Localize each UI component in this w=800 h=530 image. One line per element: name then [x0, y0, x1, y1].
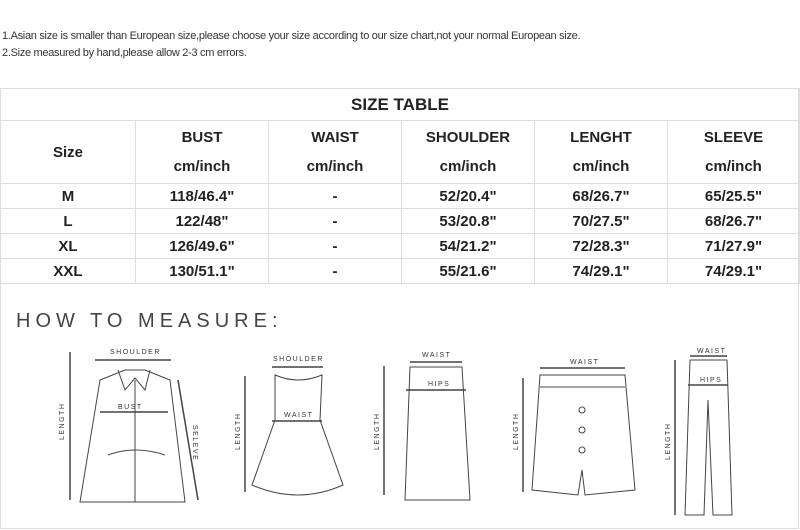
- cell: 74/29.1": [667, 258, 800, 284]
- cell: -: [268, 233, 402, 259]
- table-row: XXL 130/51.1" -55/21.6" 74/29.1" 74/29.1": [0, 258, 800, 284]
- label-hips: HIPS: [428, 381, 450, 388]
- header-length: LENGHT cm/inch: [534, 120, 668, 184]
- label-waist: WAIST: [570, 359, 599, 366]
- cell: 118/46.4": [135, 183, 269, 209]
- cell: 72/28.3": [534, 233, 668, 259]
- cell: -: [268, 183, 402, 209]
- header-unit: cm/inch: [705, 158, 762, 175]
- table-row: M 118/46.4" -52/20.4" 68/26.7" 65/25.5": [0, 183, 800, 209]
- measure-illustrations: SHOULDER BUST LENGTH SELEVE SHOULDER WAI…: [59, 348, 733, 516]
- cell: 70/27.5": [534, 208, 668, 234]
- cell: 65/25.5": [667, 183, 800, 209]
- how-to-measure-title: HOW TO MEASURE:: [16, 310, 283, 332]
- table-row: L 122/48" -53/20.8" 70/27.5" 68/26.7": [0, 208, 800, 234]
- cell: 54/21.2": [401, 233, 535, 259]
- header-label: WAIST: [311, 129, 359, 146]
- label-shoulder: SHOULDER: [273, 356, 324, 363]
- label-length: LENGTH: [235, 413, 242, 450]
- label-sleeve: SELEVE: [191, 425, 198, 461]
- label-length: LENGTH: [513, 413, 520, 450]
- header-row: Size BUST cm/inch WAIST cm/inch SHOULDER cm…: [0, 120, 800, 184]
- jacket-illustration: SHOULDER BUST LENGTH SELEVE: [59, 349, 199, 503]
- cell: 126/49.6": [135, 233, 269, 259]
- table-row: XL 126/49.6" -54/21.2" 72/28.3" 71/27.9": [0, 233, 800, 259]
- table-title: SIZE TABLE: [0, 88, 800, 121]
- header-size-label: Size: [52, 143, 83, 161]
- label-length: LENGTH: [59, 403, 66, 440]
- label-waist: WAIST: [284, 412, 313, 419]
- size-table: SIZE TABLE Size BUST cm/inch WAIST cm/inch…: [0, 88, 800, 284]
- label-length: LENGTH: [374, 413, 381, 450]
- skirt-illustration: WAIST HIPS LENGTH: [374, 352, 471, 501]
- cell: L: [0, 208, 136, 234]
- cell: -: [268, 258, 402, 284]
- header-waist: WAIST cm/inch: [268, 120, 402, 184]
- dress-illustration: SHOULDER WAIST LENGTH: [235, 356, 344, 496]
- cell: 55/21.6": [401, 258, 535, 284]
- header-size: Size: [0, 120, 136, 184]
- header-unit: cm/inch: [439, 158, 497, 175]
- cell: 53/20.8": [401, 208, 535, 234]
- label-bust: BUST: [118, 404, 143, 411]
- cell: XXL: [0, 258, 136, 284]
- cell: 74/29.1": [534, 258, 668, 284]
- label-waist: WAIST: [697, 348, 726, 355]
- header-label: SLEEVE: [703, 129, 764, 146]
- header-unit: cm/inch: [173, 158, 231, 175]
- label-waist: WAIST: [422, 352, 451, 359]
- cell: 68/26.7": [534, 183, 668, 209]
- note-2: 2.Size measured by hand,please allow 2-3…: [2, 47, 247, 59]
- cell: -: [268, 208, 402, 234]
- notes: 1.Asian size is smaller than European si…: [2, 28, 581, 62]
- cell: 71/27.9": [667, 233, 800, 259]
- header-unit: cm/inch: [572, 158, 630, 175]
- label-hips: HIPS: [700, 377, 722, 384]
- cell: XL: [0, 233, 136, 259]
- cell: 68/26.7": [667, 208, 800, 234]
- note-1: 1.Asian size is smaller than European si…: [2, 30, 581, 42]
- header-unit: cm/inch: [306, 158, 364, 175]
- cell: M: [0, 183, 136, 209]
- cell: 130/51.1": [135, 258, 269, 284]
- header-label: BUST: [181, 129, 223, 146]
- cell: 122/48": [135, 208, 269, 234]
- header-label: SHOULDER: [425, 129, 511, 146]
- label-shoulder: SHOULDER: [110, 349, 161, 356]
- header-shoulder: SHOULDER cm/inch: [401, 120, 535, 184]
- shorts-illustration: WAIST LENGTH: [513, 359, 636, 496]
- cell: 52/20.4": [401, 183, 535, 209]
- header-label: LENGHT: [570, 129, 632, 146]
- header-sleeve: SLEEVE cm/inch: [667, 120, 800, 184]
- pants-illustration: WAIST HIPS LENGTH: [665, 348, 733, 516]
- header-bust: BUST cm/inch: [135, 120, 269, 184]
- label-length: LENGTH: [665, 423, 672, 460]
